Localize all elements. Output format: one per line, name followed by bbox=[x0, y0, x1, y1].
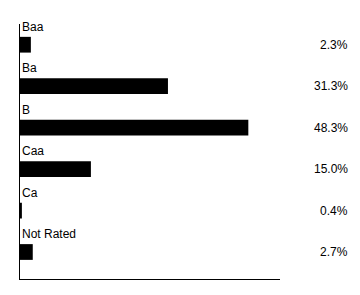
svg-text:Ba: Ba bbox=[22, 61, 37, 75]
svg-text:31.3%: 31.3% bbox=[314, 79, 348, 93]
svg-text:Baa: Baa bbox=[22, 20, 44, 34]
svg-text:B: B bbox=[22, 103, 30, 117]
svg-text:0.4%: 0.4% bbox=[320, 204, 348, 218]
svg-text:48.3%: 48.3% bbox=[314, 121, 348, 135]
svg-text:Caa: Caa bbox=[22, 144, 44, 158]
svg-text:Not Rated: Not Rated bbox=[22, 227, 76, 241]
svg-text:2.3%: 2.3% bbox=[320, 38, 348, 52]
svg-text:15.0%: 15.0% bbox=[314, 162, 348, 176]
svg-text:2.7%: 2.7% bbox=[320, 245, 348, 259]
svg-text:Ca: Ca bbox=[22, 186, 38, 200]
